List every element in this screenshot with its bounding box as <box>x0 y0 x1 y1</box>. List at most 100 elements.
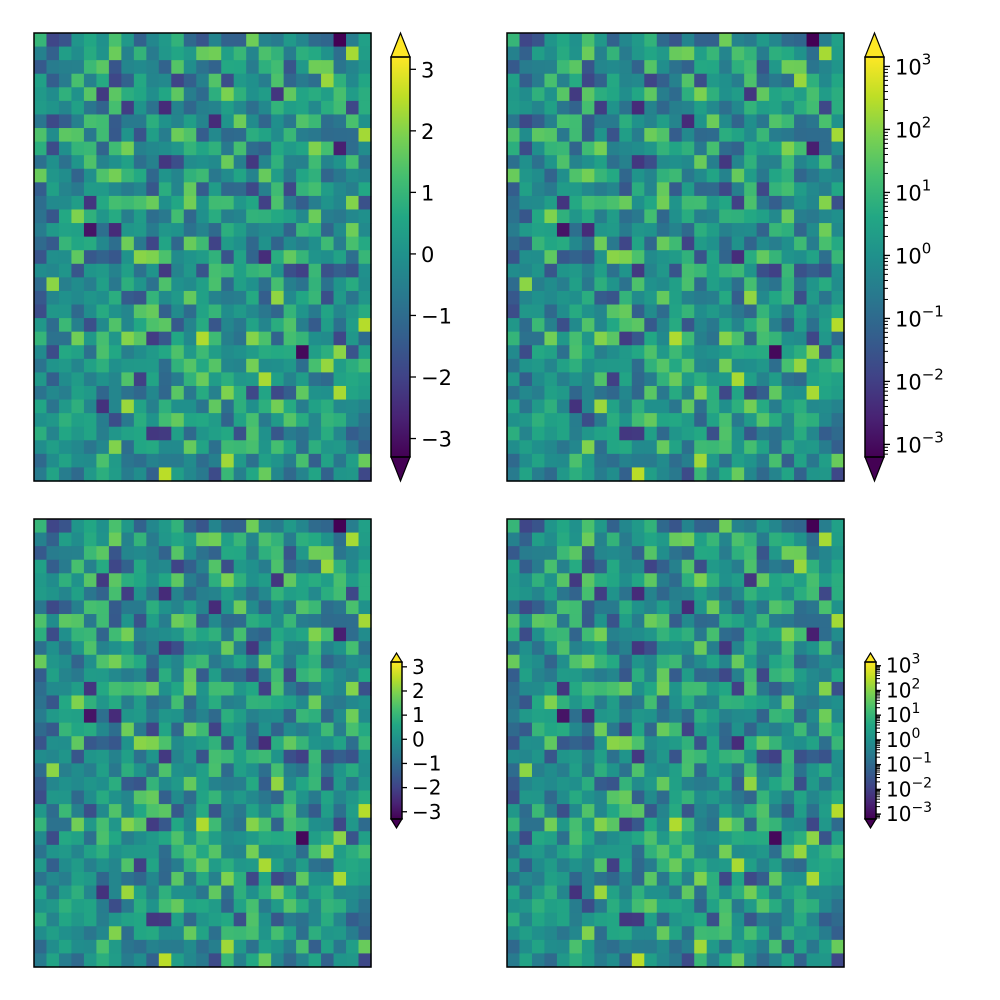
heatmap-cell <box>58 763 73 778</box>
heatmap-cell <box>619 546 633 561</box>
heatmap-cell <box>644 681 658 697</box>
heatmap-cell <box>531 250 546 265</box>
heatmap-cell <box>46 763 60 778</box>
heatmap-cell <box>321 763 335 778</box>
heatmap-cell <box>233 519 247 534</box>
heatmap-cell <box>333 573 347 588</box>
heatmap-cell <box>644 736 658 751</box>
heatmap-cell <box>358 926 372 941</box>
heatmap-cell <box>258 695 272 710</box>
heatmap-cell <box>744 73 758 88</box>
heatmap-cell <box>96 654 110 669</box>
heatmap-cell <box>321 453 335 469</box>
heatmap-cell <box>669 614 683 629</box>
heatmap-cell <box>283 858 297 873</box>
heatmap-cell <box>233 372 247 387</box>
heatmap-cell <box>769 926 783 941</box>
heatmap-cell <box>819 277 833 292</box>
heatmap-cell <box>258 73 272 88</box>
heatmap-cell <box>769 559 783 574</box>
heatmap-cell <box>731 749 745 764</box>
heatmap-cell <box>196 546 210 561</box>
heatmap-cell <box>158 331 172 346</box>
heatmap-cell <box>71 641 85 656</box>
heatmap-cell <box>619 223 633 238</box>
heatmap-cell <box>34 804 48 819</box>
heatmap-cell <box>769 195 783 211</box>
heatmap-cell <box>308 304 322 319</box>
heatmap-cell <box>146 195 160 211</box>
colorbar-extend-min <box>864 456 885 483</box>
heatmap-cell <box>781 385 795 401</box>
heatmap-cell <box>556 413 571 428</box>
heatmap-cell <box>606 100 620 116</box>
heatmap-cell <box>569 519 583 534</box>
heatmap-cell <box>531 236 546 251</box>
heatmap-cell <box>233 763 247 778</box>
heatmap-cell <box>108 844 122 859</box>
heatmap-cell <box>631 736 645 751</box>
heatmap-cell <box>731 722 745 737</box>
heatmap-cell <box>196 73 210 88</box>
heatmap-cell <box>108 413 122 428</box>
heatmap-cell <box>831 223 845 238</box>
heatmap-cell <box>631 586 645 602</box>
heatmap-cell <box>507 141 521 156</box>
heatmap-cell <box>581 263 595 278</box>
heatmap-cell <box>34 627 48 642</box>
heatmap-cell <box>321 263 335 278</box>
heatmap-cell <box>694 627 708 642</box>
heatmap-cell <box>221 33 235 48</box>
heatmap-cell <box>819 399 833 414</box>
heatmap-cell <box>819 641 833 656</box>
heatmap-cell <box>308 885 322 900</box>
heatmap-cell <box>221 155 235 170</box>
heatmap-cell <box>296 250 310 265</box>
heatmap-cell <box>719 614 733 629</box>
heatmap-cell <box>594 399 608 414</box>
heatmap-cell <box>669 763 683 778</box>
heatmap-cell <box>544 654 558 669</box>
heatmap-cell <box>121 453 135 469</box>
colorbar-tick-label: −3 <box>421 428 452 452</box>
heatmap-cell <box>58 546 73 561</box>
heatmap-cell <box>133 736 147 751</box>
heatmap-cell <box>108 885 122 900</box>
heatmap-cell <box>246 209 260 224</box>
heatmap-cell <box>694 871 708 887</box>
heatmap-cell <box>594 844 608 859</box>
heatmap-cell <box>321 532 335 547</box>
heatmap-cell <box>308 709 322 724</box>
heatmap-cell <box>346 128 360 143</box>
heatmap-cell <box>656 600 670 615</box>
heatmap-cell <box>34 709 48 724</box>
heatmap-cell <box>719 831 733 846</box>
heatmap-cell <box>794 195 808 211</box>
heatmap-cell <box>308 426 322 441</box>
heatmap-cell <box>358 263 372 278</box>
heatmap-cell <box>507 871 521 887</box>
heatmap-cell <box>71 114 85 129</box>
heatmap-cell <box>71 519 85 534</box>
heatmap-cell <box>308 372 322 387</box>
heatmap-cell <box>756 141 770 156</box>
heatmap-cell <box>531 440 546 455</box>
heatmap-cell <box>831 600 845 615</box>
heatmap-cell <box>121 804 135 819</box>
heatmap-cell <box>606 331 620 346</box>
heatmap-cell <box>594 426 608 441</box>
heatmap-cell <box>108 831 122 846</box>
heatmap-cell <box>656 385 670 401</box>
heatmap-cell <box>333 763 347 778</box>
heatmap-cell <box>681 668 695 683</box>
heatmap-cell <box>158 668 172 683</box>
heatmap-cell <box>321 155 335 170</box>
heatmap-cell <box>271 33 285 48</box>
heatmap-cell <box>183 182 197 197</box>
heatmap-cell <box>183 953 197 968</box>
heatmap-cell <box>581 426 595 441</box>
heatmap-cell <box>806 168 820 183</box>
heatmap-cell <box>346 871 360 887</box>
heatmap-cell <box>819 790 833 805</box>
heatmap-cell <box>321 559 335 574</box>
